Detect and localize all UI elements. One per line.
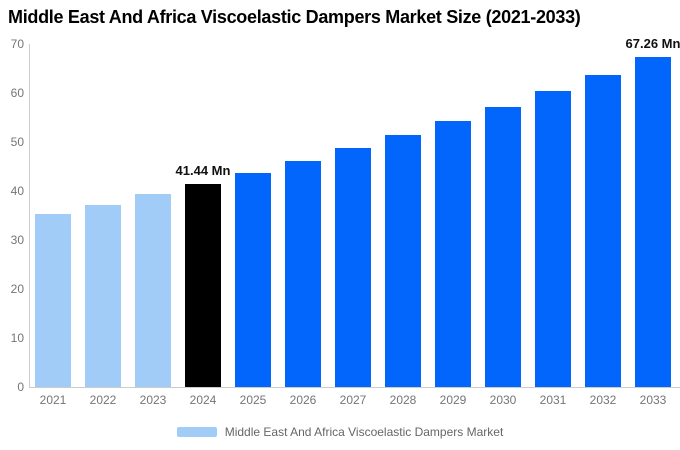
bar-2031[interactable]	[535, 91, 571, 387]
legend: Middle East And Africa Viscoelastic Damp…	[0, 425, 680, 439]
bar-2023[interactable]	[135, 194, 171, 387]
legend-label: Middle East And Africa Viscoelastic Damp…	[224, 425, 504, 439]
bar-2026[interactable]	[285, 160, 321, 387]
x-label-2031: 2031	[539, 393, 567, 407]
x-label-2023: 2023	[139, 393, 167, 407]
y-tick-60: 60	[10, 86, 24, 100]
bar-2032[interactable]	[585, 74, 621, 387]
bar-2027[interactable]	[335, 148, 371, 387]
x-label-2029: 2029	[439, 393, 467, 407]
bar-2028[interactable]	[385, 135, 421, 387]
x-axis-line	[29, 387, 680, 388]
y-tick-0: 0	[17, 380, 24, 394]
x-label-2032: 2032	[589, 393, 617, 407]
y-tick-50: 50	[10, 135, 24, 149]
x-label-2022: 2022	[89, 393, 117, 407]
bar-2021[interactable]	[35, 214, 71, 387]
legend-item-market[interactable]: Middle East And Africa Viscoelastic Damp…	[176, 425, 504, 439]
x-label-2024: 2024	[189, 393, 217, 407]
x-label-2027: 2027	[339, 393, 367, 407]
bar-2033[interactable]	[635, 57, 671, 387]
y-tick-10: 10	[10, 331, 24, 345]
bar-2022[interactable]	[85, 204, 121, 387]
y-tick-20: 20	[10, 282, 24, 296]
point-label-2024: 41.44 Mn	[175, 162, 231, 178]
x-label-2028: 2028	[389, 393, 417, 407]
bar-2029[interactable]	[435, 121, 471, 387]
point-label-2033: 67.26 Mn	[625, 36, 680, 52]
legend-swatch	[176, 427, 217, 437]
x-label-2021: 2021	[39, 393, 67, 407]
bar-2030[interactable]	[485, 106, 521, 387]
x-label-2033: 2033	[639, 393, 667, 407]
bar-2024[interactable]	[185, 183, 221, 387]
chart-title: Middle East And Africa Viscoelastic Damp…	[8, 7, 581, 27]
x-label-2026: 2026	[289, 393, 317, 407]
y-axis-line	[29, 44, 30, 387]
y-tick-40: 40	[10, 184, 24, 198]
y-tick-30: 30	[10, 233, 24, 247]
x-label-2030: 2030	[489, 393, 517, 407]
y-tick-70: 70	[10, 37, 24, 51]
bar-2025[interactable]	[235, 172, 271, 387]
x-label-2025: 2025	[239, 393, 267, 407]
